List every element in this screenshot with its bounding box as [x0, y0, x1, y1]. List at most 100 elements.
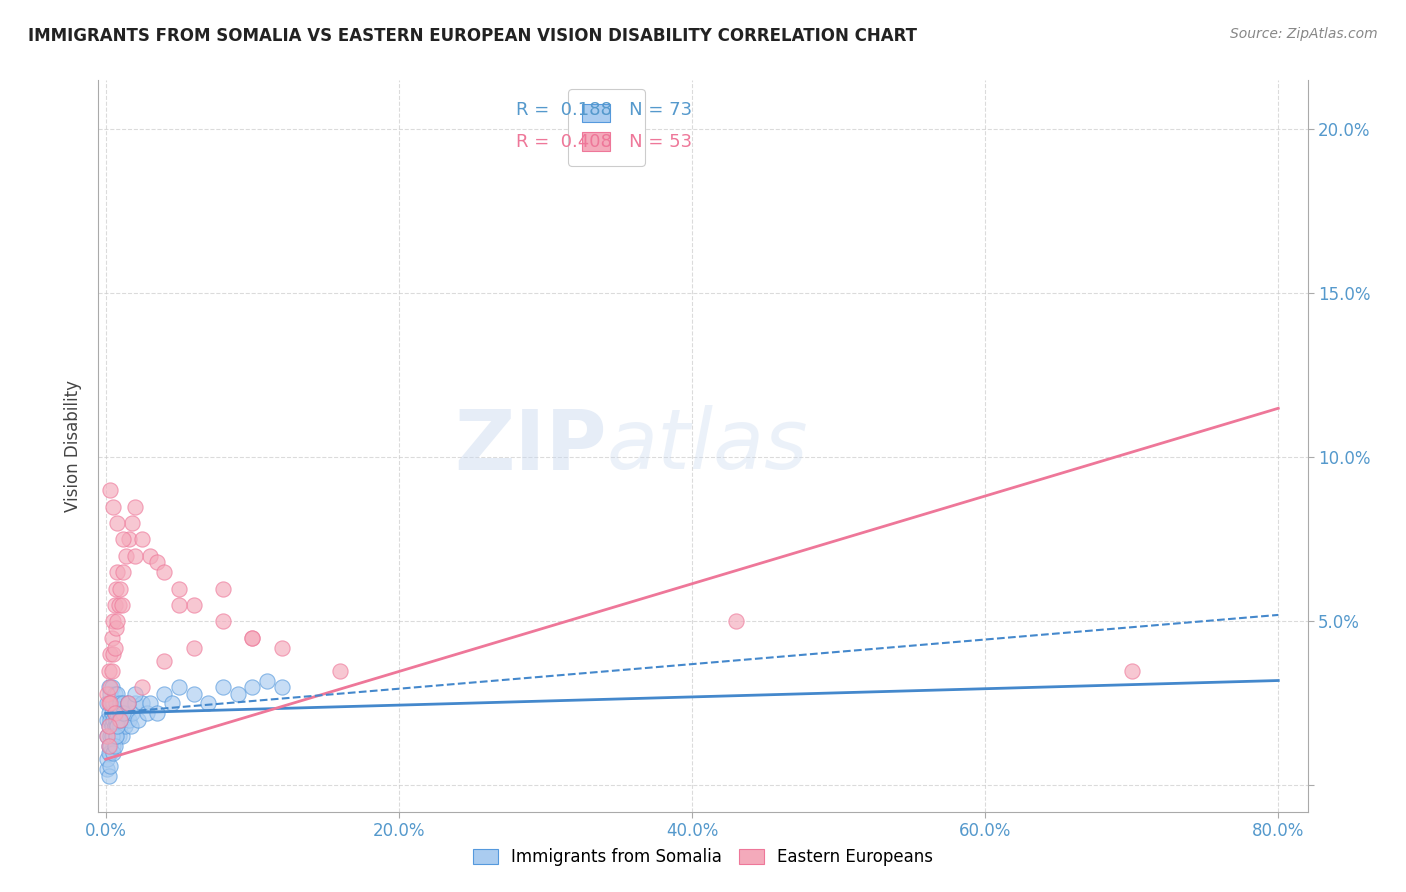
Point: [146, 556, 169, 570]
Point: [101, 746, 124, 760]
Text: R =  0.188   N = 73: R = 0.188 N = 73: [516, 101, 692, 119]
Point: [212, 582, 235, 596]
Point: [97, 680, 120, 694]
Point: [103, 598, 125, 612]
Point: [108, 598, 131, 612]
Point: [96, 762, 118, 776]
Point: [98, 746, 121, 760]
Point: [97, 739, 120, 753]
Point: [101, 697, 124, 711]
Point: [167, 680, 190, 694]
Point: [96, 713, 118, 727]
Point: [226, 687, 249, 701]
Point: [153, 654, 176, 668]
Point: [131, 533, 153, 547]
Point: [121, 706, 143, 721]
Point: [100, 664, 122, 678]
Point: [97, 697, 120, 711]
Point: [98, 687, 121, 701]
Point: [97, 719, 120, 733]
Point: [97, 739, 120, 753]
Point: [111, 729, 134, 743]
Point: [115, 706, 138, 721]
Point: [111, 713, 134, 727]
Text: ZIP: ZIP: [454, 406, 606, 486]
Point: [103, 739, 125, 753]
Point: [100, 706, 122, 721]
Point: [110, 582, 132, 596]
Point: [105, 713, 128, 727]
Point: [97, 706, 120, 721]
Point: [98, 729, 121, 743]
Point: [108, 713, 131, 727]
Point: [101, 500, 124, 514]
Point: [110, 719, 132, 733]
Point: [240, 631, 263, 645]
Point: [127, 713, 149, 727]
Point: [105, 697, 128, 711]
Point: [97, 769, 120, 783]
Point: [124, 549, 146, 563]
Point: [110, 697, 132, 711]
Point: [183, 640, 205, 655]
Point: [101, 729, 124, 743]
Point: [112, 697, 135, 711]
Point: [96, 697, 118, 711]
Point: [100, 729, 122, 743]
Point: [131, 680, 153, 694]
Point: [270, 680, 292, 694]
Point: [138, 697, 160, 711]
Point: [183, 598, 205, 612]
Point: [96, 752, 118, 766]
Point: [103, 719, 125, 733]
Point: [117, 697, 139, 711]
Point: [197, 697, 219, 711]
Point: [105, 729, 128, 743]
Point: [100, 631, 122, 645]
Point: [107, 706, 129, 721]
Point: [101, 739, 124, 753]
Point: [212, 615, 235, 629]
Point: [724, 615, 747, 629]
Point: [107, 615, 129, 629]
Point: [100, 697, 122, 711]
Point: [98, 647, 121, 661]
Point: [117, 697, 139, 711]
Point: [103, 706, 125, 721]
Point: [114, 719, 136, 733]
Point: [146, 706, 169, 721]
Point: [167, 582, 190, 596]
Point: [96, 729, 118, 743]
Text: R =  0.408   N = 53: R = 0.408 N = 53: [516, 134, 692, 152]
Point: [118, 713, 141, 727]
Point: [103, 706, 125, 721]
Point: [1121, 664, 1143, 678]
Point: [105, 729, 128, 743]
Point: [270, 640, 292, 655]
Point: [167, 598, 190, 612]
Point: [97, 664, 120, 678]
Point: [117, 697, 139, 711]
Point: [135, 706, 157, 721]
Point: [183, 687, 205, 701]
Point: [115, 549, 138, 563]
Point: [111, 598, 134, 612]
Point: [110, 713, 132, 727]
Point: [124, 697, 146, 711]
Point: [98, 680, 121, 694]
Point: [98, 483, 121, 498]
Point: [121, 516, 143, 530]
Point: [97, 746, 120, 760]
Point: [138, 549, 160, 563]
Point: [160, 697, 183, 711]
Point: [240, 631, 263, 645]
Point: [120, 719, 142, 733]
Point: [131, 697, 153, 711]
Point: [107, 566, 129, 580]
Point: [107, 719, 129, 733]
Legend:   ,   : ,: [568, 89, 644, 166]
Point: [96, 687, 118, 701]
Point: [107, 687, 129, 701]
Point: [153, 687, 176, 701]
Point: [112, 706, 135, 721]
